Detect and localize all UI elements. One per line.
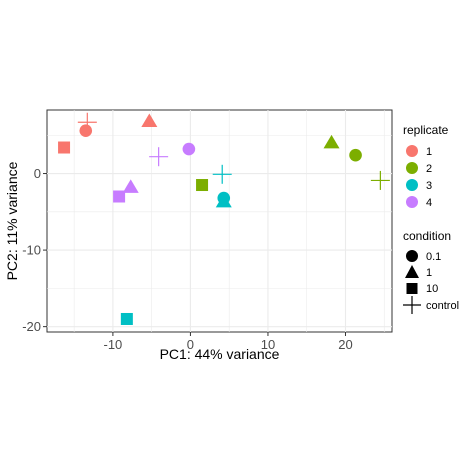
legend-key-triangle-icon: [405, 265, 419, 278]
legend-key-replicate-3: [406, 179, 418, 191]
y-tick-label: -10: [22, 243, 41, 258]
y-axis-ticks: -20 -10 0: [22, 166, 47, 334]
point-rep4-cond-0.1: [182, 142, 196, 156]
point-rep1-cond-10: [58, 141, 71, 154]
y-tick-label: -20: [22, 319, 41, 334]
point-rep3-cond-1: [215, 193, 232, 208]
point-rep3-cond-10: [120, 312, 133, 325]
point-rep1-cond-0.1: [79, 124, 93, 137]
x-tick-label: -10: [104, 337, 123, 352]
legend-label-replicate-4: 4: [426, 197, 432, 209]
point-rep4-cond-10: [113, 190, 126, 203]
grid-lines: [47, 110, 392, 332]
legend-label-condition-0.1: 0.1: [426, 251, 441, 263]
x-tick-label: 0: [187, 337, 194, 352]
legend-key-replicate-1: [406, 145, 418, 157]
legend-key-square-icon: [406, 283, 418, 294]
legend-title-condition: condition: [403, 229, 451, 243]
y-axis-title: PC2: 11% variance: [4, 161, 20, 280]
x-tick-label: 20: [338, 337, 352, 352]
point-rep2-cond-1: [323, 134, 340, 149]
point-rep4-cond-control: [149, 147, 169, 167]
legend-condition: condition 0.1 1 10 control: [403, 229, 459, 314]
legend-label-replicate-1: 1: [426, 146, 432, 158]
panel-border: [46, 109, 393, 333]
y-tick-label: 0: [34, 166, 41, 181]
legend-title-replicate: replicate: [403, 123, 449, 137]
point-rep2-cond-10: [196, 179, 209, 192]
legend-label-replicate-3: 3: [426, 180, 432, 192]
point-rep2-cond-control: [370, 170, 390, 190]
data-points: [58, 112, 390, 325]
legend-label-condition-1: 1: [426, 267, 432, 279]
legend-label-replicate-2: 2: [426, 163, 432, 175]
legend-key-plus-icon: [403, 296, 421, 314]
legend-replicate: replicate 1 2 3 4: [403, 123, 449, 209]
point-rep3-cond-control: [212, 164, 232, 184]
legend-label-condition-control: control: [426, 300, 459, 312]
legend-key-replicate-4: [406, 196, 418, 208]
point-rep4-cond-1: [122, 179, 139, 193]
legend-label-condition-10: 10: [426, 283, 438, 295]
x-tick-label: 10: [261, 337, 275, 352]
x-axis-title: PC1: 44% variance: [160, 346, 280, 362]
point-rep2-cond-0.1: [349, 148, 362, 162]
point-rep1-cond-1: [141, 113, 158, 127]
legend-key-circle-icon: [406, 250, 418, 262]
x-axis-ticks: -10 0 10 20: [104, 332, 353, 352]
legend-key-replicate-2: [406, 162, 418, 174]
